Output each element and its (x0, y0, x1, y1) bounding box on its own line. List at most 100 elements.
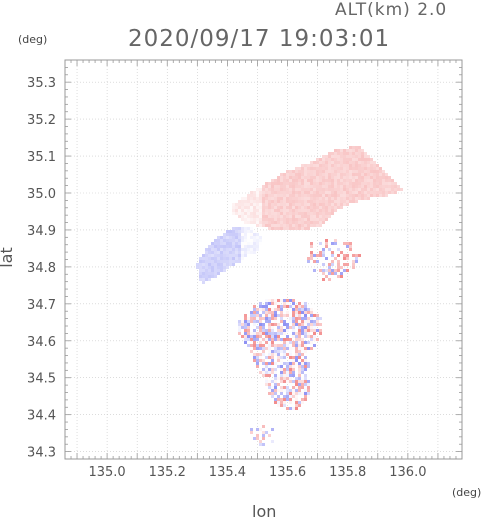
data-cell (340, 251, 343, 254)
data-cell (367, 194, 370, 197)
data-cell (253, 341, 256, 344)
data-cell (292, 185, 295, 188)
data-cell (277, 329, 280, 332)
data-cell (256, 332, 259, 335)
data-cell (253, 338, 256, 341)
data-cell (229, 245, 232, 248)
data-cell (292, 317, 295, 320)
data-cell (214, 245, 217, 248)
data-cell (271, 356, 274, 359)
data-cell (307, 329, 310, 332)
data-cell (328, 206, 331, 209)
data-cell (304, 173, 307, 176)
data-cell (268, 218, 271, 221)
data-cell (247, 332, 250, 335)
data-cell (271, 200, 274, 203)
data-cell (367, 197, 370, 200)
data-cell (244, 329, 247, 332)
data-cell (325, 209, 328, 212)
data-cell (280, 338, 283, 341)
data-cell (241, 242, 244, 245)
data-cell (307, 170, 310, 173)
data-cell (268, 203, 271, 206)
data-cell (226, 251, 229, 254)
data-cell (238, 209, 241, 212)
data-cell (214, 254, 217, 257)
data-cell (277, 374, 280, 377)
data-cell (328, 152, 331, 155)
data-cell (295, 215, 298, 218)
data-cell (268, 221, 271, 224)
data-cell (226, 233, 229, 236)
data-cell (301, 341, 304, 344)
data-cell (286, 215, 289, 218)
data-cell (319, 161, 322, 164)
data-cell (343, 257, 346, 260)
data-cell (391, 179, 394, 182)
data-cells (196, 146, 403, 446)
data-cell (328, 200, 331, 203)
data-cell (223, 248, 226, 251)
data-cell (346, 269, 349, 272)
data-cell (307, 224, 310, 227)
data-cell (334, 179, 337, 182)
data-cell (328, 164, 331, 167)
data-cell (370, 164, 373, 167)
data-cell (232, 209, 235, 212)
data-cell (346, 170, 349, 173)
data-cell (223, 245, 226, 248)
data-cell (301, 185, 304, 188)
data-cell (286, 194, 289, 197)
data-cell (250, 314, 253, 317)
data-cell (331, 260, 334, 263)
axis-ticks (64, 59, 463, 460)
data-cell (259, 224, 262, 227)
data-cell (235, 260, 238, 263)
data-cell (337, 206, 340, 209)
data-cell (271, 221, 274, 224)
data-cell (382, 188, 385, 191)
data-cell (298, 227, 301, 230)
data-cell (274, 314, 277, 317)
data-cell (202, 266, 205, 269)
data-cell (346, 242, 349, 245)
data-cell (310, 173, 313, 176)
data-cell (289, 401, 292, 404)
data-cell (307, 227, 310, 230)
data-cell (268, 209, 271, 212)
data-cell (277, 179, 280, 182)
data-cell (307, 194, 310, 197)
data-cell (289, 221, 292, 224)
data-cell (292, 365, 295, 368)
data-cell (235, 239, 238, 242)
data-cell (274, 323, 277, 326)
data-cell (310, 347, 313, 350)
data-cell (304, 218, 307, 221)
data-cell (301, 227, 304, 230)
data-cell (247, 329, 250, 332)
data-cell (241, 326, 244, 329)
data-cell (229, 257, 232, 260)
data-cell (319, 185, 322, 188)
data-cell (301, 323, 304, 326)
data-cell (244, 248, 247, 251)
data-cell (316, 209, 319, 212)
data-cell (343, 152, 346, 155)
data-cell (352, 191, 355, 194)
data-cell (268, 335, 271, 338)
data-cell (295, 344, 298, 347)
data-cell (283, 212, 286, 215)
data-cell (277, 365, 280, 368)
data-cell (262, 365, 265, 368)
data-cell (340, 158, 343, 161)
data-cell (277, 176, 280, 179)
data-cell (262, 338, 265, 341)
data-cell (241, 320, 244, 323)
data-cell (322, 164, 325, 167)
data-cell (295, 341, 298, 344)
data-cell (271, 323, 274, 326)
data-cell (340, 164, 343, 167)
data-cell (373, 182, 376, 185)
data-cell (277, 203, 280, 206)
data-cell (310, 191, 313, 194)
